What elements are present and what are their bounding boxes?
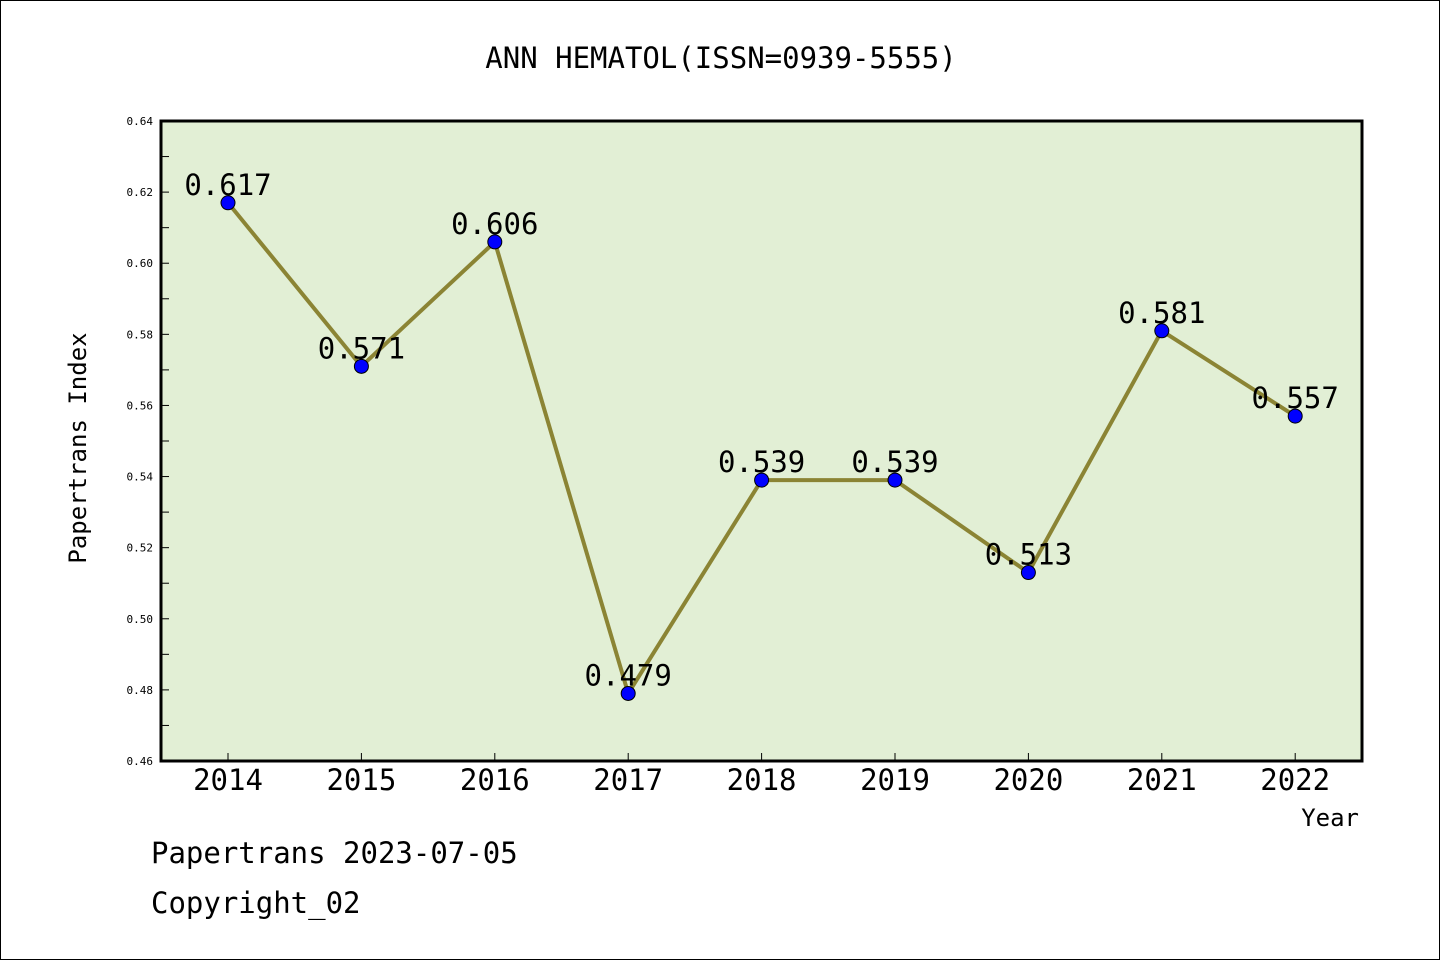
y-axis: 0.46 0.48 0.50 0.52 0.54 0.56 0.58 0.60 0.62 0.64 <box>127 115 169 768</box>
data-label: 0.581 <box>1118 296 1205 330</box>
x-tick-label: 2018 <box>727 763 797 797</box>
data-label: 0.513 <box>985 538 1072 572</box>
y-tick-label: 0.64 <box>127 115 154 128</box>
data-label: 0.571 <box>318 331 405 365</box>
x-tick-label: 2016 <box>460 763 530 797</box>
chart-title: ANN HEMATOL(ISSN=0939-5555) <box>485 41 956 75</box>
data-label: 0.606 <box>451 207 538 241</box>
x-tick-label: 2021 <box>1127 763 1197 797</box>
footer-copyright: Copyright_02 <box>151 886 361 920</box>
data-point <box>754 472 770 488</box>
data-label: 0.539 <box>851 445 938 479</box>
series-layer: 0.617 0.571 0.606 0.479 0.539 0.539 0.513 0.581… <box>184 168 1339 701</box>
x-tick-label: 2019 <box>860 763 930 797</box>
data-point <box>1020 565 1036 581</box>
data-point <box>620 685 636 701</box>
y-axis-label: Papertrans Index <box>64 332 92 563</box>
y-tick-label: 0.52 <box>127 542 154 555</box>
y-tick-label: 0.54 <box>127 471 154 484</box>
y-tick-label: 0.46 <box>127 755 154 768</box>
x-tick-label: 2015 <box>326 763 396 797</box>
data-label: 0.617 <box>184 168 271 202</box>
y-tick-label: 0.62 <box>127 186 154 199</box>
data-point <box>1287 408 1303 424</box>
y-tick-label: 0.48 <box>127 684 154 697</box>
y-tick-label: 0.56 <box>127 399 154 412</box>
footer-source: Papertrans 2023-07-05 <box>151 836 518 870</box>
x-tick-label: 2022 <box>1260 763 1330 797</box>
x-tick-label: 2020 <box>993 763 1063 797</box>
y-tick-label: 0.58 <box>127 328 154 341</box>
data-point <box>887 472 903 488</box>
data-point <box>487 234 503 250</box>
data-label: 0.539 <box>718 445 805 479</box>
data-point <box>353 358 369 374</box>
x-axis-label: Year <box>1301 804 1359 832</box>
plot-area <box>159 119 1364 763</box>
y-tick-label: 0.50 <box>127 613 154 626</box>
y-tick-label: 0.60 <box>127 257 154 270</box>
data-label: 0.557 <box>1252 381 1339 415</box>
x-tick-label: 2017 <box>593 763 663 797</box>
data-point <box>1154 323 1170 339</box>
data-label: 0.479 <box>585 658 672 692</box>
x-axis: 2014 2015 2016 2017 2018 2019 2020 2021 2022 <box>193 753 1330 797</box>
data-point <box>220 195 236 211</box>
x-tick-label: 2014 <box>193 763 263 797</box>
